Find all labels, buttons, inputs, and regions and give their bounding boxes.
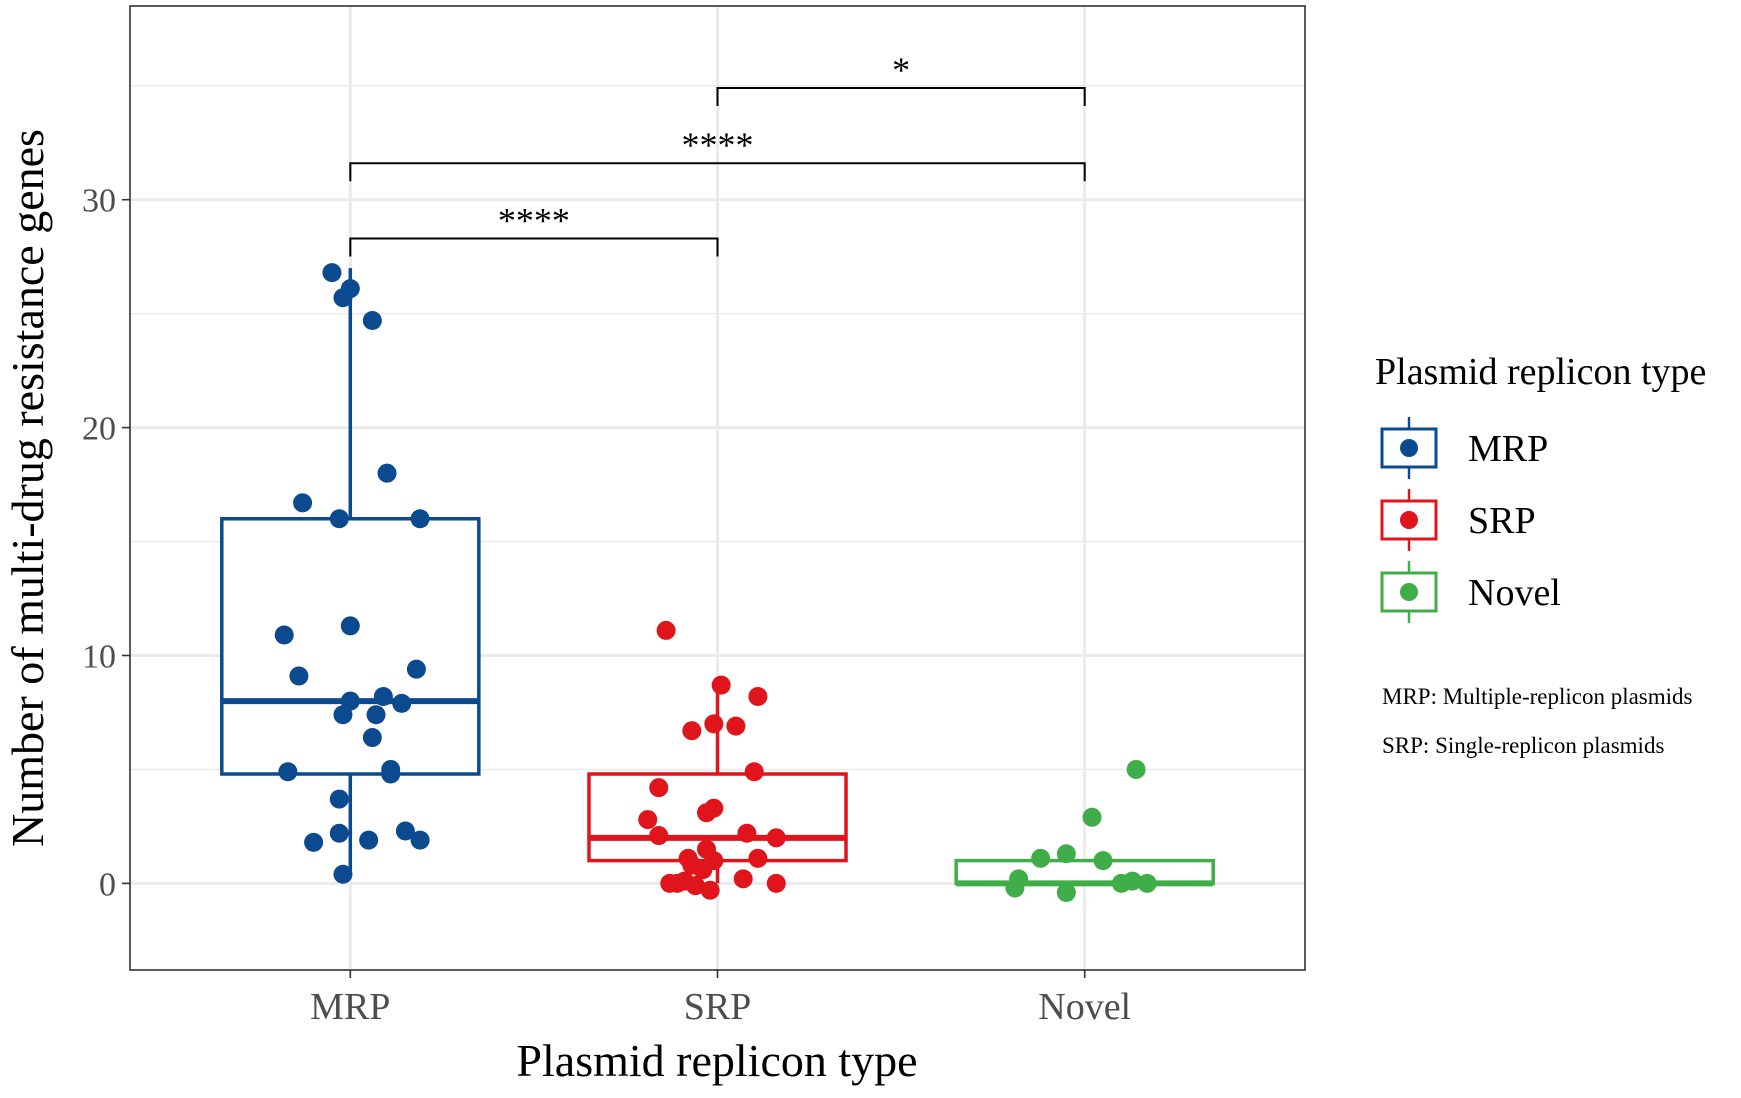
legend-key-point-novel <box>1400 583 1418 601</box>
y-tick-label: 30 <box>82 183 116 220</box>
legend-key-point-mrp <box>1400 439 1418 457</box>
data-point-mrp <box>381 764 401 784</box>
data-point-mrp <box>406 659 426 679</box>
data-point-mrp <box>366 705 386 725</box>
axis-layer: 0 10 20 30 MRP SRP Novel <box>82 183 1131 1028</box>
data-point-mrp <box>329 789 349 809</box>
data-point-mrp <box>304 832 324 852</box>
data-point-srp <box>737 823 757 843</box>
data-point-novel <box>1056 883 1076 903</box>
data-point-mrp <box>289 666 309 686</box>
x-tick-label: MRP <box>310 986 390 1028</box>
data-point-srp <box>704 714 724 734</box>
significance-bracket <box>349 162 1086 182</box>
data-point-srp <box>685 876 705 896</box>
data-point-srp <box>656 620 676 640</box>
data-point-mrp <box>392 693 412 713</box>
data-point-srp <box>748 848 768 868</box>
data-point-srp <box>693 860 713 880</box>
data-point-srp <box>649 778 669 798</box>
legend-label-novel: Novel <box>1468 572 1561 614</box>
data-point-mrp <box>322 263 342 283</box>
y-tick-label: 10 <box>82 639 116 676</box>
legend: Plasmid replicon type MRP SRP Novel MRP: M… <box>1375 351 1706 758</box>
y-axis-title: Number of multi-drug resistance genes <box>2 129 53 847</box>
data-point-mrp <box>329 823 349 843</box>
legend-label-srp: SRP <box>1468 500 1536 542</box>
box-srp <box>587 772 848 863</box>
point-layer <box>274 263 1157 903</box>
legend-title: Plasmid replicon type <box>1375 351 1706 393</box>
significance-bracket <box>349 237 719 257</box>
significance-bracket <box>716 87 1086 107</box>
x-tick-label: SRP <box>684 986 752 1028</box>
data-point-mrp <box>362 728 382 748</box>
data-point-mrp <box>278 762 298 782</box>
data-point-novel <box>1122 871 1142 891</box>
data-point-srp <box>682 721 702 741</box>
data-point-mrp <box>274 625 294 645</box>
data-point-srp <box>704 798 724 818</box>
data-point-mrp <box>329 509 349 529</box>
data-point-novel <box>1137 873 1157 893</box>
y-tick-label: 0 <box>99 866 116 903</box>
significance-label: **** <box>682 125 754 165</box>
x-tick-label: Novel <box>1038 986 1131 1028</box>
data-point-mrp <box>377 463 397 483</box>
significance-label: **** <box>498 200 570 240</box>
y-tick-label: 20 <box>82 411 116 448</box>
data-point-mrp <box>333 705 353 725</box>
data-point-srp <box>638 810 658 830</box>
data-point-novel <box>1056 844 1076 864</box>
significance-layer: ********* <box>349 50 1086 257</box>
data-point-srp <box>667 873 687 893</box>
box-mrp <box>220 517 481 776</box>
data-point-mrp <box>293 493 313 513</box>
data-point-novel <box>1005 878 1025 898</box>
data-point-srp <box>726 716 746 736</box>
legend-items: MRP SRP Novel <box>1380 417 1561 623</box>
data-point-srp <box>766 873 786 893</box>
legend-note-srp: SRP: Single-replicon plasmids <box>1382 733 1664 758</box>
x-axis-title: Plasmid replicon type <box>516 1035 917 1086</box>
data-point-srp <box>748 687 768 707</box>
data-point-novel <box>1082 807 1102 827</box>
data-point-srp <box>766 828 786 848</box>
legend-note-mrp: MRP: Multiple-replicon plasmids <box>1382 684 1693 709</box>
box-novel <box>954 858 1215 886</box>
significance-label: * <box>892 50 910 90</box>
legend-label-mrp: MRP <box>1468 428 1548 470</box>
data-point-mrp <box>362 310 382 330</box>
data-point-mrp <box>410 830 430 850</box>
data-point-srp <box>744 762 764 782</box>
data-point-srp <box>700 880 720 900</box>
data-point-novel <box>1031 848 1051 868</box>
data-point-mrp <box>340 616 360 636</box>
data-point-mrp <box>333 288 353 308</box>
data-point-srp <box>733 869 753 889</box>
data-point-srp <box>649 826 669 846</box>
data-point-mrp <box>395 821 415 841</box>
data-point-novel <box>1126 759 1146 779</box>
data-point-novel <box>1093 851 1113 871</box>
data-point-mrp <box>373 687 393 707</box>
legend-key-point-srp <box>1400 511 1418 529</box>
data-point-mrp <box>410 509 430 529</box>
data-point-mrp <box>333 864 353 884</box>
data-point-srp <box>711 675 731 695</box>
data-point-mrp <box>359 830 379 850</box>
